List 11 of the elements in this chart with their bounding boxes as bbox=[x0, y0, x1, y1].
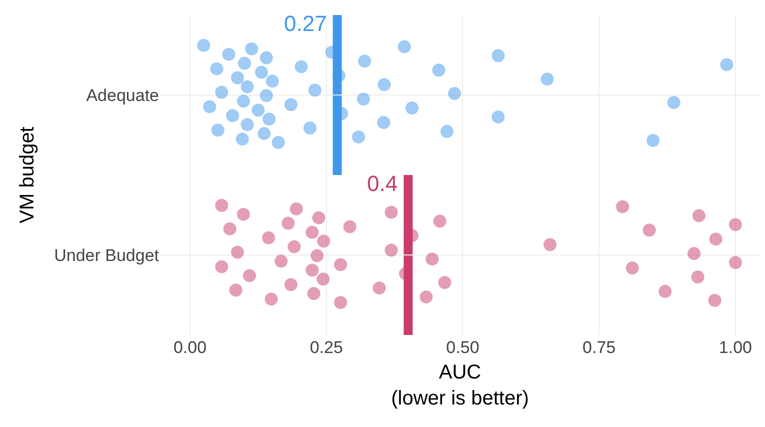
y-tick-label: Adequate bbox=[86, 86, 159, 105]
x-tick-label: 1.00 bbox=[718, 338, 752, 357]
x-tick-label: 0.25 bbox=[310, 338, 343, 357]
x-axis-title: AUC (lower is better) bbox=[391, 362, 529, 410]
ref-line-label: 0.27 bbox=[284, 11, 327, 36]
y-axis-title: VM budget bbox=[16, 126, 39, 224]
ref-line-label: 0.4 bbox=[367, 171, 398, 196]
x-tick-label: 0.75 bbox=[582, 338, 616, 357]
x-tick-label: 0.50 bbox=[446, 338, 480, 357]
x-tick-label: 0.00 bbox=[173, 338, 207, 357]
y-tick-label: Under Budget bbox=[54, 246, 160, 265]
